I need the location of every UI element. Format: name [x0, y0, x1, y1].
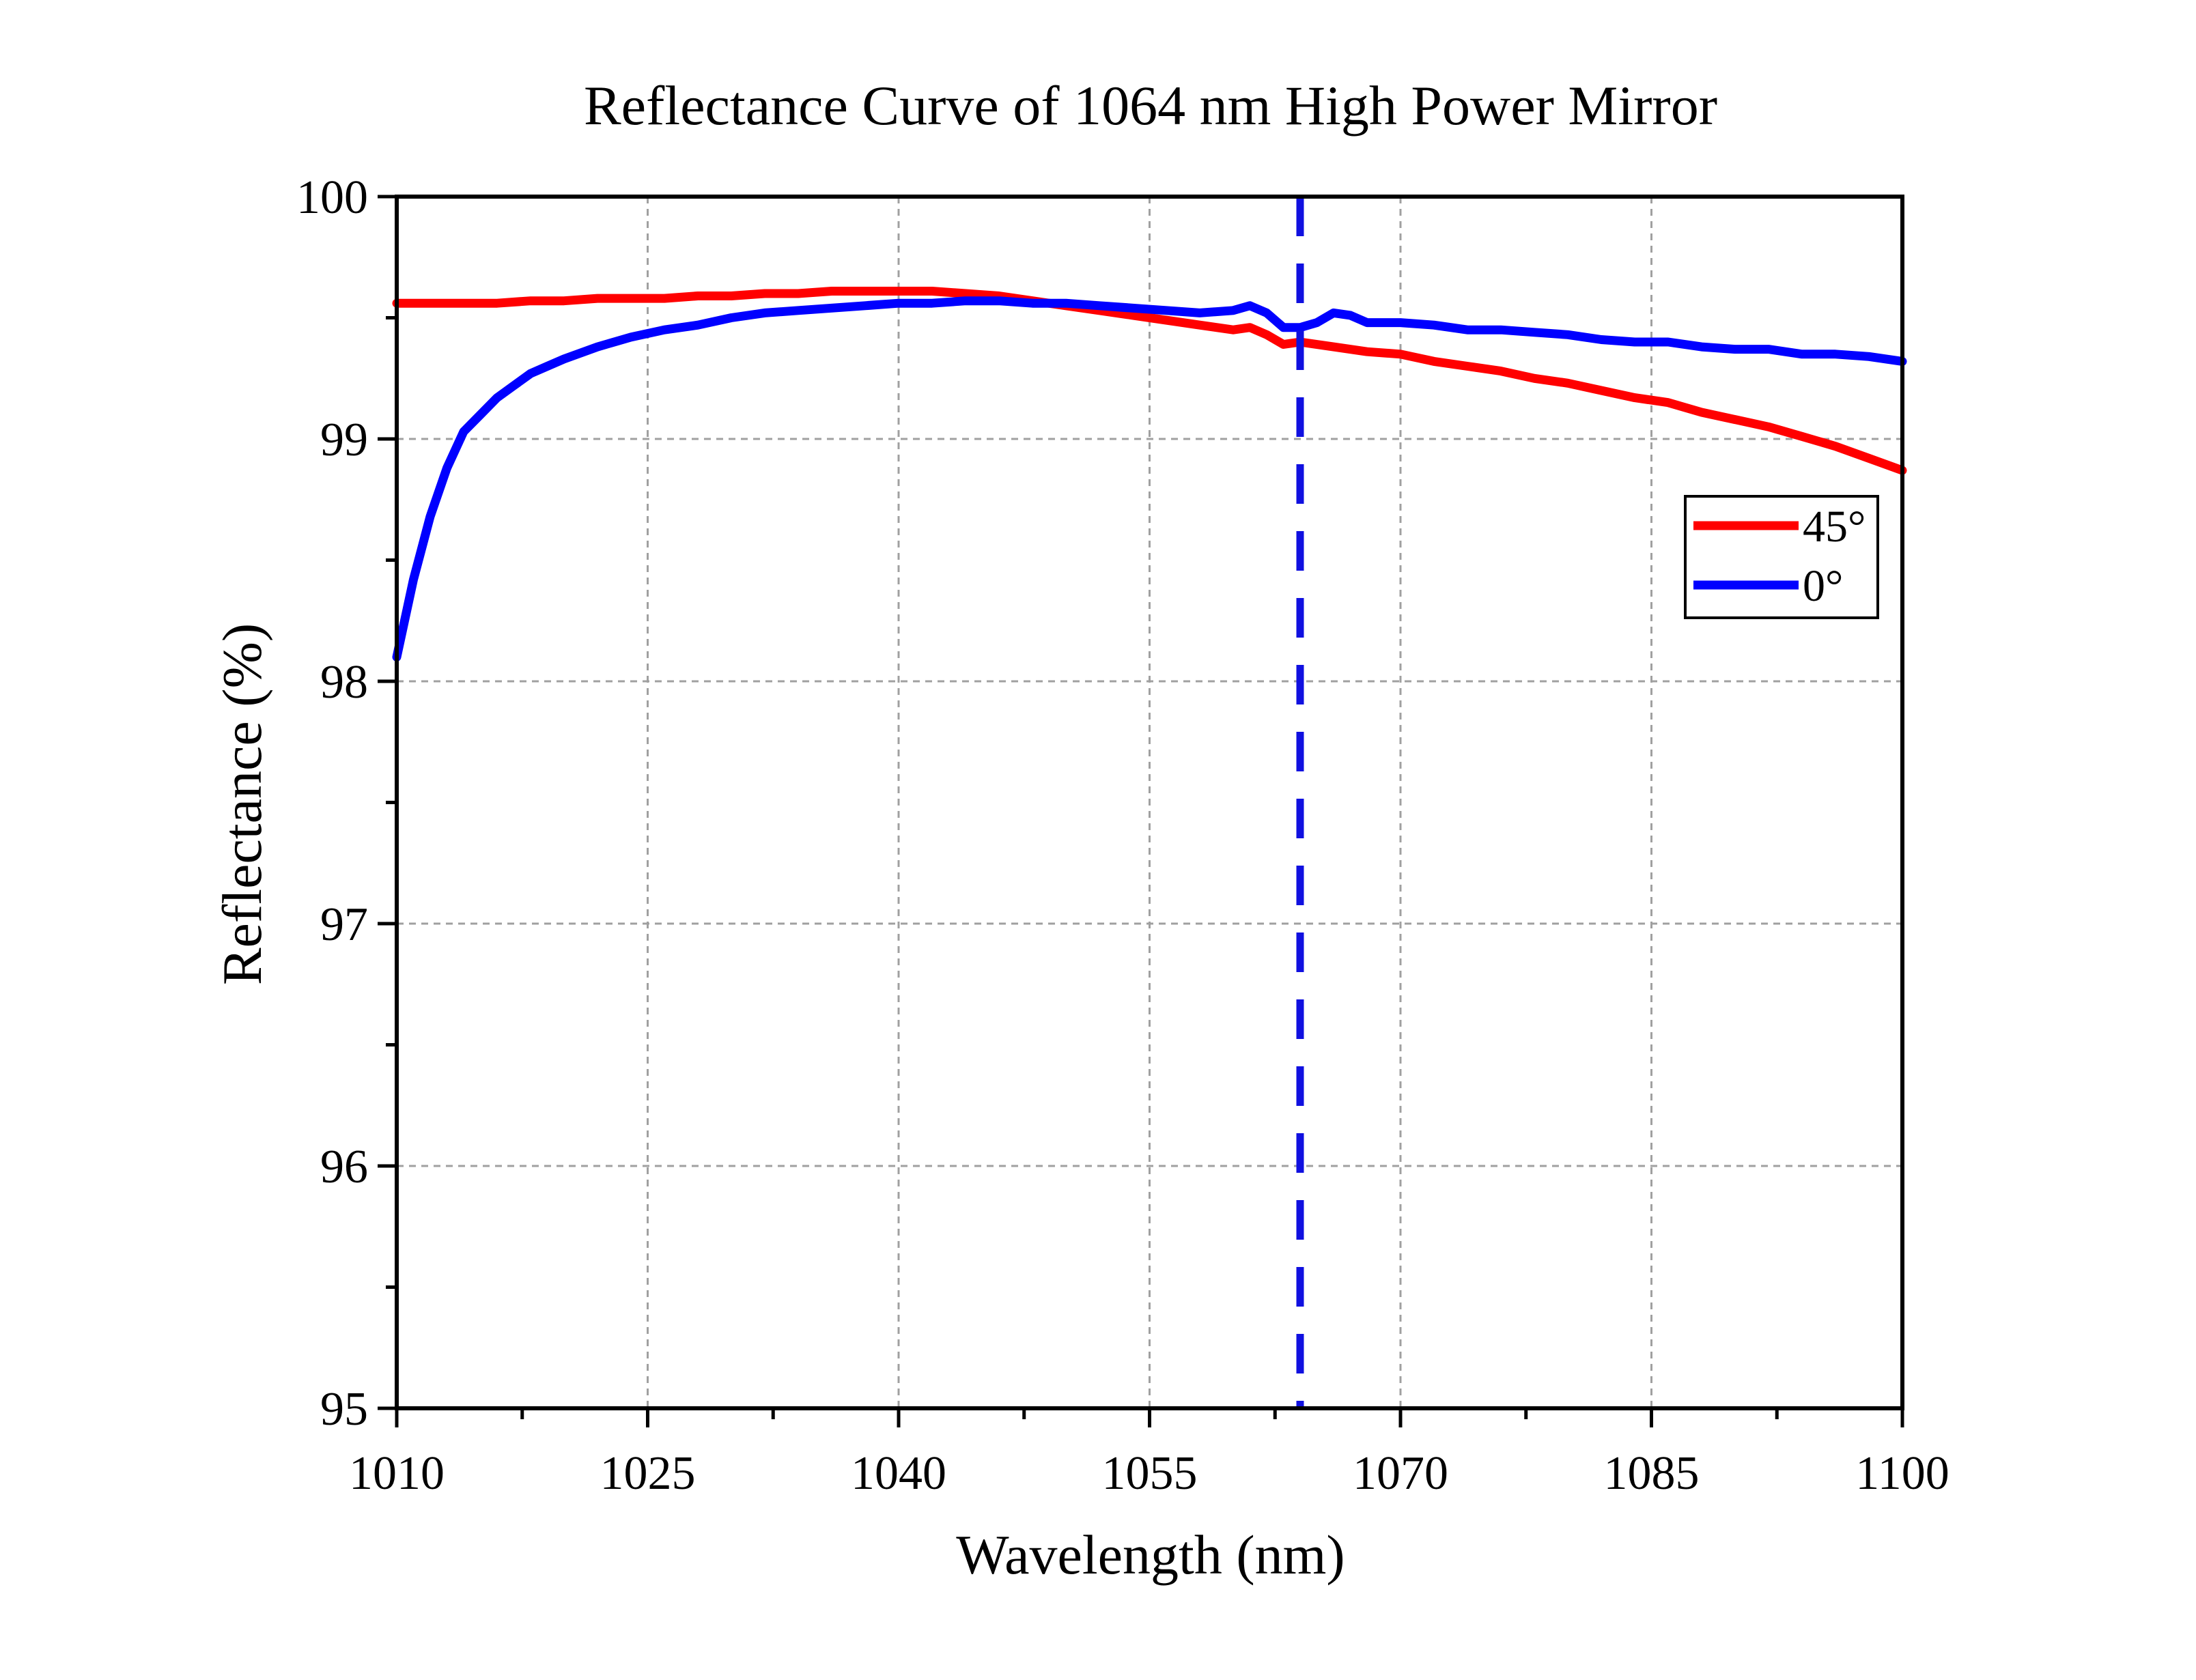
x-axis-label: Wavelength (nm): [956, 1524, 1345, 1586]
y-axis-label: Reflectance (%): [211, 623, 273, 985]
axis-ticks: 1010 1025 1040 1055 1070 1085 1100 95 96 97 98 99 10…: [296, 171, 1949, 1500]
y-tick-label: 96: [320, 1141, 368, 1193]
series-line-1: [392, 296, 1907, 661]
grid-lines: [397, 197, 1902, 1408]
y-tick-label: 100: [296, 171, 368, 224]
legend: 45° 0°: [1684, 495, 1879, 619]
x-tick-label: 1040: [851, 1447, 946, 1500]
x-tick-label: 1010: [349, 1447, 445, 1500]
x-tick-label: 1055: [1102, 1447, 1198, 1500]
y-tick-label: 97: [320, 898, 368, 951]
x-tick-label: 1070: [1353, 1447, 1448, 1500]
x-tick-label: 1085: [1604, 1447, 1700, 1500]
y-tick-label: 99: [320, 414, 368, 466]
x-tick-label: 1100: [1855, 1447, 1949, 1500]
y-tick-label: 95: [320, 1383, 368, 1436]
legend-label-45-deg: 45°: [1803, 502, 1866, 552]
x-tick-label: 1025: [600, 1447, 696, 1500]
y-tick-label: 98: [320, 656, 368, 709]
chart-title: Reflectance Curve of 1064 nm High Power …: [584, 74, 1717, 137]
legend-box: [1684, 495, 1879, 619]
series-line-0: [392, 287, 1907, 475]
legend-label-0-deg: 0°: [1803, 561, 1843, 611]
series-lines: [392, 287, 1907, 661]
